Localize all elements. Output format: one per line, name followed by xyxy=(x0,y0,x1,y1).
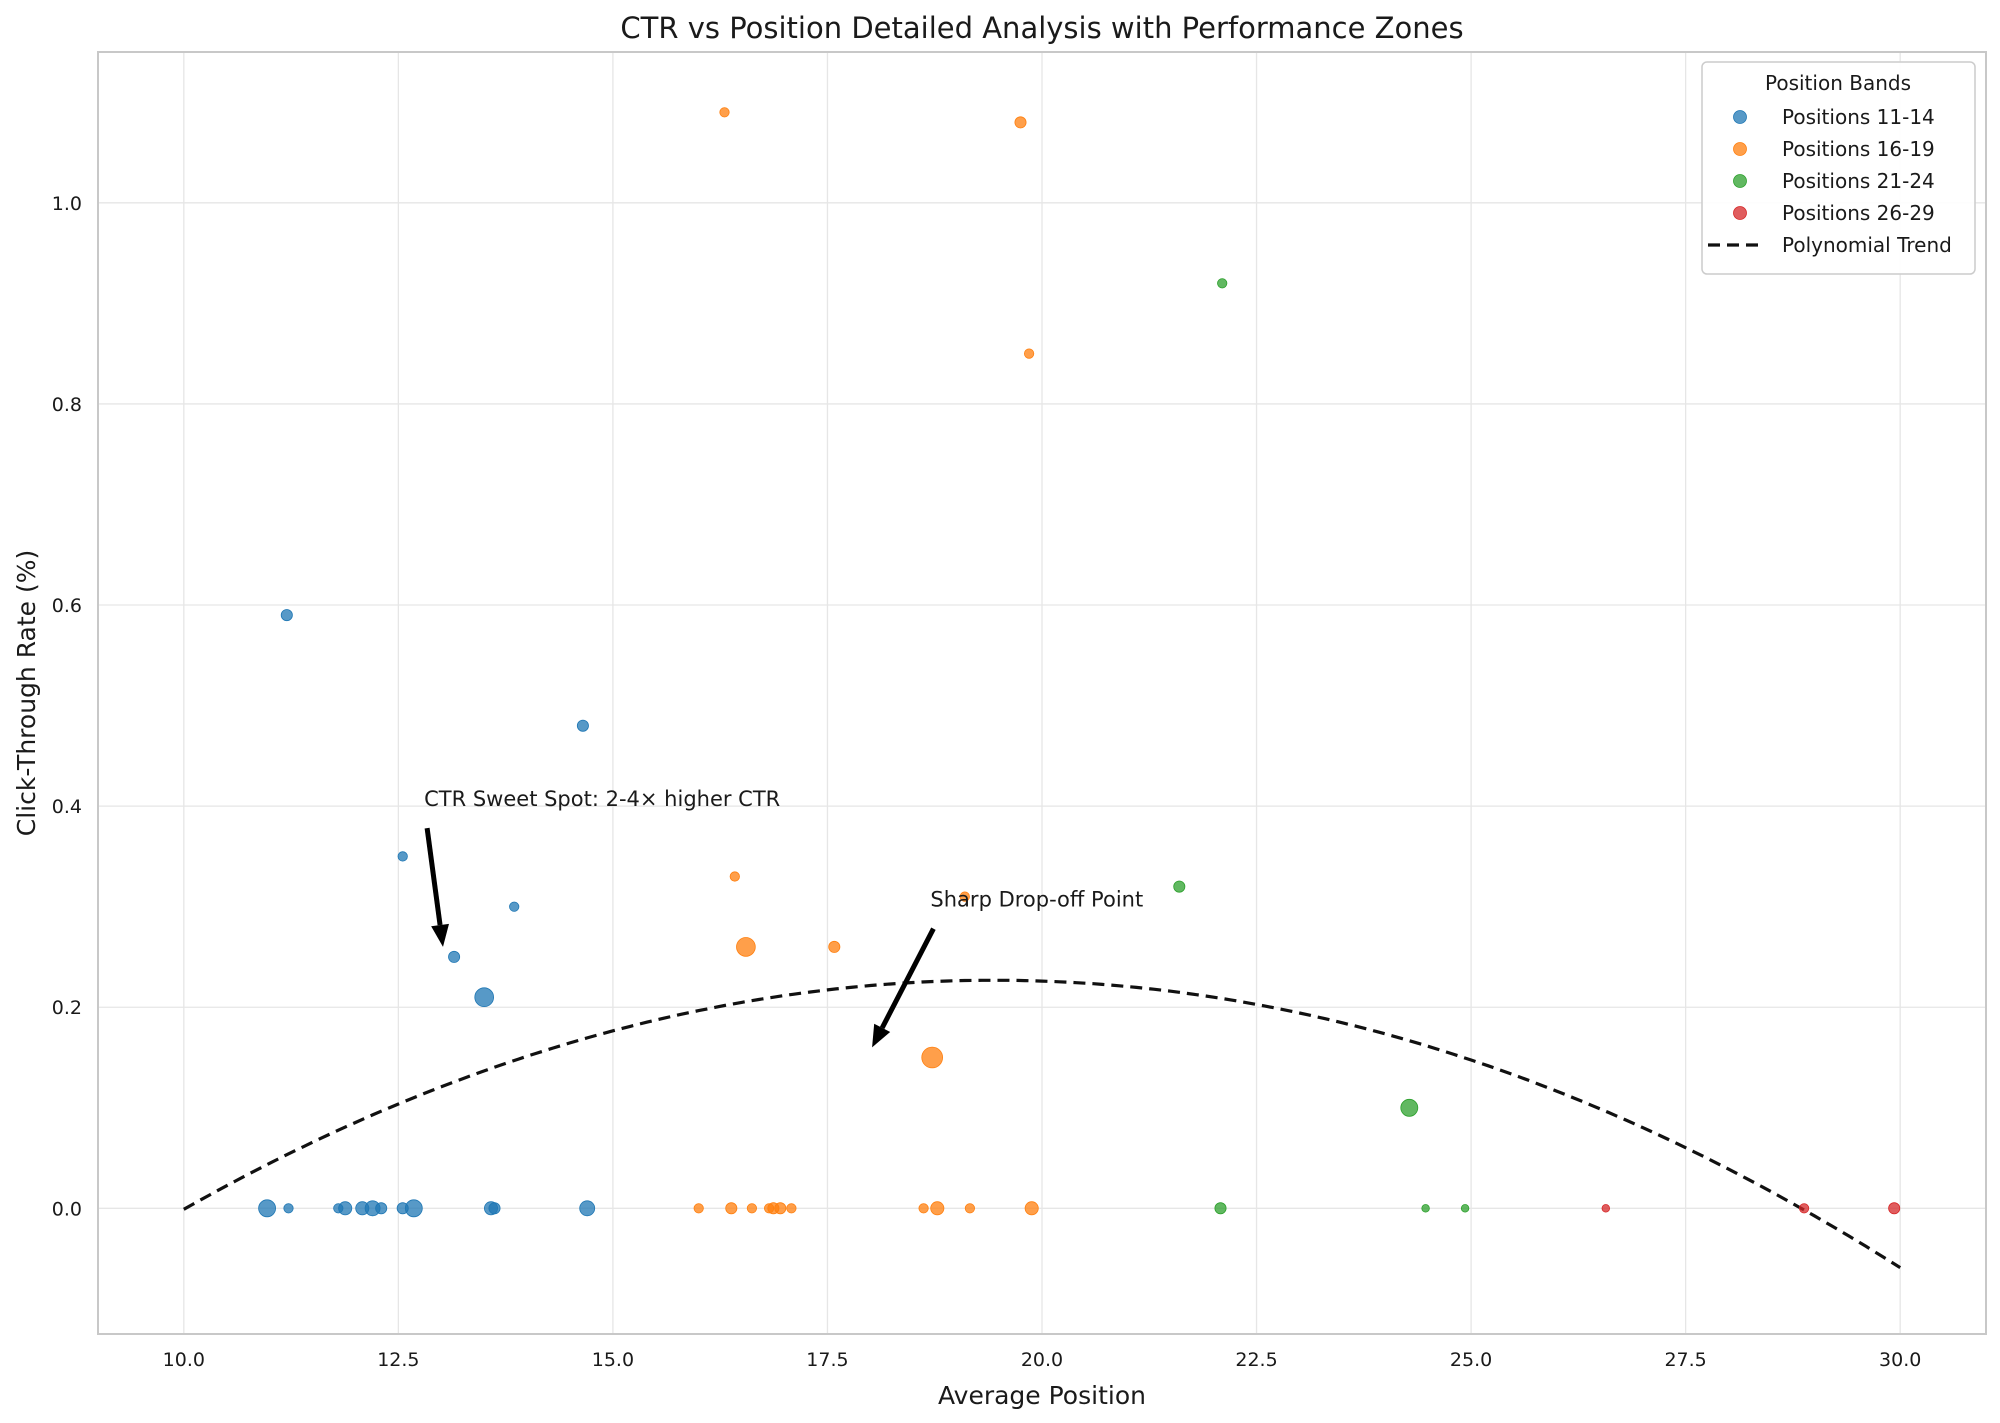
plot-frame xyxy=(97,51,1987,1335)
data-point xyxy=(258,1199,277,1218)
legend-frame xyxy=(1701,61,1976,275)
data-point xyxy=(474,987,495,1007)
data-point xyxy=(959,891,970,902)
y-axis-ticks: 0.0 0.2 0.4 0.6 0.8 1.0 xyxy=(52,193,82,1220)
grid xyxy=(98,52,1986,1334)
data-point xyxy=(1799,1203,1810,1214)
y-tick-label: 0.8 xyxy=(52,394,82,416)
data-point xyxy=(1024,348,1035,359)
series-positions-16-19 xyxy=(693,107,1039,1216)
legend: Position Bands Positions 11-14 Positions … xyxy=(1701,61,1976,275)
series-positions-11-14 xyxy=(258,609,596,1218)
annotations: CTR Sweet Spot: 2-4× higher CTR Sharp Dro… xyxy=(424,787,1143,1048)
data-point xyxy=(280,609,293,622)
data-point xyxy=(1601,1204,1610,1213)
data-point xyxy=(283,1203,294,1214)
annotation-arrow-shaft xyxy=(879,927,936,1030)
data-point xyxy=(1888,1202,1901,1215)
legend-label: Positions 21-24 xyxy=(1782,169,1935,193)
annotation-arrow-head xyxy=(431,923,449,947)
data-point xyxy=(1214,1202,1227,1215)
data-point xyxy=(921,1046,943,1069)
y-tick-label: 0.6 xyxy=(52,595,82,617)
x-tick-label: 12.5 xyxy=(377,1349,419,1371)
data-point xyxy=(1460,1204,1470,1213)
legend-marker xyxy=(1733,110,1747,124)
data-point xyxy=(576,719,589,732)
legend-title: Position Bands xyxy=(1765,71,1911,95)
annotation-arrow-head xyxy=(872,1023,891,1048)
data-point xyxy=(1014,116,1027,129)
x-tick-label: 15.0 xyxy=(592,1349,634,1371)
data-point xyxy=(736,937,756,957)
x-tick-label: 22.5 xyxy=(1235,1349,1277,1371)
data-point xyxy=(1421,1204,1430,1213)
data-point xyxy=(828,940,841,953)
legend-label: Positions 16-19 xyxy=(1782,137,1935,161)
data-point xyxy=(509,901,520,912)
y-tick-label: 0.2 xyxy=(52,997,82,1019)
data-point xyxy=(693,1203,704,1214)
x-axis-ticks: 10.0 12.5 15.0 17.5 20.0 22.5 25.0 27.5 30.0 xyxy=(163,1349,1922,1371)
data-point xyxy=(1024,1201,1039,1216)
annotation-text: Sharp Drop-off Point xyxy=(930,888,1143,912)
data-point xyxy=(918,1203,929,1214)
x-tick-label: 17.5 xyxy=(806,1349,848,1371)
y-tick-label: 0.0 xyxy=(52,1198,82,1220)
x-tick-label: 27.5 xyxy=(1664,1349,1706,1371)
data-point xyxy=(375,1202,388,1215)
y-tick-label: 1.0 xyxy=(52,193,82,215)
data-point xyxy=(930,1201,945,1216)
trend-layer xyxy=(183,978,1902,1269)
data-point xyxy=(1173,880,1186,893)
x-tick-label: 20.0 xyxy=(1021,1349,1063,1371)
data-point xyxy=(786,1203,797,1214)
annotation-text: CTR Sweet Spot: 2-4× higher CTR xyxy=(424,787,780,811)
legend-label: Positions 26-29 xyxy=(1782,201,1935,225)
chart-title: CTR vs Position Detailed Analysis with P… xyxy=(620,11,1463,45)
data-point xyxy=(725,1202,738,1215)
x-tick-label: 10.0 xyxy=(163,1349,205,1371)
data-point xyxy=(488,1202,501,1215)
data-point xyxy=(448,950,461,963)
trend-line xyxy=(183,978,1902,1269)
data-point xyxy=(338,1201,353,1216)
data-point xyxy=(579,1200,596,1217)
legend-label: Positions 11-14 xyxy=(1782,105,1935,129)
data-point xyxy=(1400,1098,1419,1117)
data-point xyxy=(729,871,740,882)
data-point xyxy=(1217,278,1228,289)
legend-label: Polynomial Trend xyxy=(1782,233,1952,257)
legend-marker xyxy=(1733,142,1747,156)
legend-marker xyxy=(1733,206,1747,220)
legend-marker xyxy=(1733,174,1747,188)
annotation-arrow-shaft xyxy=(424,827,443,926)
data-point xyxy=(719,107,730,118)
data-point xyxy=(746,1203,758,1214)
data-point xyxy=(404,1199,423,1218)
data-point xyxy=(397,851,408,862)
y-tick-label: 0.4 xyxy=(52,796,82,818)
series-positions-26-29 xyxy=(1601,1202,1901,1215)
y-axis-label: Click-Through Rate (%) xyxy=(12,550,41,836)
data-point xyxy=(774,1202,787,1215)
x-axis-label: Average Position xyxy=(938,1381,1146,1410)
x-tick-label: 30.0 xyxy=(1879,1349,1921,1371)
series-positions-21-24 xyxy=(1173,278,1470,1215)
data-point xyxy=(964,1203,976,1214)
points-layer xyxy=(258,107,1901,1218)
x-tick-label: 25.0 xyxy=(1450,1349,1492,1371)
